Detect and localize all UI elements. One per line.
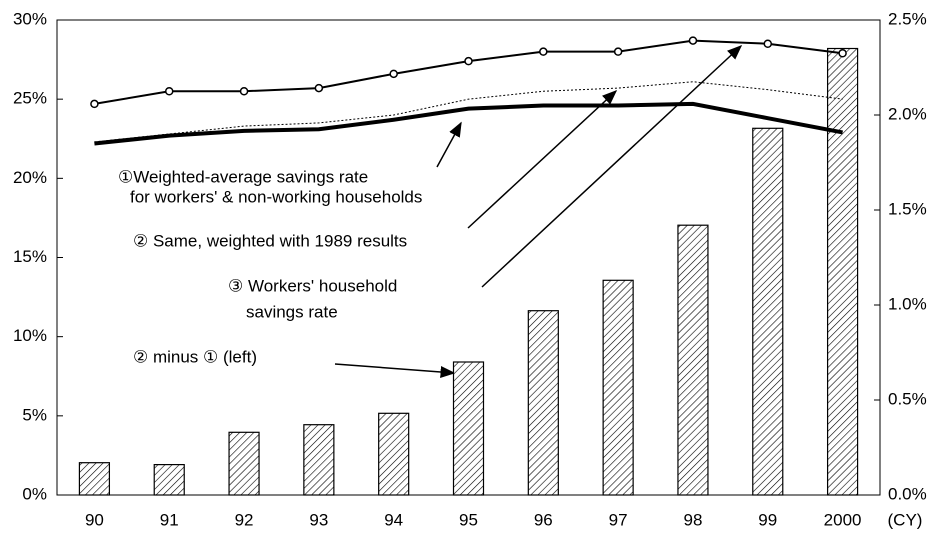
point [613, 47, 623, 56]
x-tick-label: 96 [534, 510, 553, 529]
x-tick-label: 99 [758, 510, 777, 529]
annotation: ①Weighted-average savings rate [118, 167, 368, 186]
y-tick-label: 0% [22, 484, 47, 503]
line [94, 101, 843, 146]
bar [677, 224, 709, 496]
y2-tick-label: 1.0% [888, 294, 927, 313]
y-tick-label: 30% [13, 9, 47, 28]
x-tick-label: 2000 [824, 510, 862, 529]
point [314, 83, 324, 93]
y-tick-label: 5% [22, 405, 47, 424]
arrow [436, 121, 462, 168]
x-tick-label: 90 [85, 510, 104, 529]
x-unit-label: (CY) [888, 510, 923, 529]
point [90, 99, 99, 109]
bar [826, 47, 859, 496]
annotation: ② Same, weighted with 1989 results [133, 231, 407, 250]
y-tick-label: 15% [13, 247, 47, 266]
bar [153, 464, 185, 496]
arrow [467, 89, 618, 229]
point [464, 56, 473, 66]
arrow [334, 363, 456, 378]
x-tick-label: 94 [384, 510, 403, 529]
x-tick-label: 98 [683, 510, 702, 529]
annotation: ② minus ① (left) [133, 347, 257, 366]
x-tick-label: 91 [160, 510, 179, 529]
point [539, 47, 548, 56]
point [164, 87, 174, 96]
line [94, 39, 843, 105]
arrows [334, 44, 743, 378]
y2-tick-label: 1.5% [888, 199, 927, 218]
x-tick-label: 92 [235, 510, 254, 529]
x-tick-label: 93 [309, 510, 328, 529]
y2-tick-label: 2.5% [888, 9, 927, 28]
x-tick-label: 95 [459, 510, 478, 529]
bar [303, 424, 335, 496]
line [94, 81, 843, 143]
y-tick-label: 20% [13, 168, 47, 187]
annotation: ③ Workers' household [228, 276, 397, 295]
annotation: savings rate [246, 302, 338, 321]
point [389, 69, 398, 79]
point [688, 36, 698, 45]
y-tick-label: 25% [13, 89, 47, 108]
bar [602, 279, 634, 496]
y2-tick-label: 0.5% [888, 389, 927, 408]
bar [527, 310, 559, 496]
arrow [481, 44, 743, 288]
x-tick-label: 97 [609, 510, 628, 529]
bar [228, 431, 260, 496]
point [763, 39, 773, 48]
bar [452, 361, 485, 496]
y-tick-label: 10% [13, 326, 47, 345]
bar [752, 127, 784, 496]
point [838, 49, 847, 58]
y2-tick-label: 0.0% [888, 484, 927, 503]
bar [378, 412, 410, 496]
y2-tick-label: 2.0% [888, 104, 927, 123]
bar [78, 462, 111, 496]
annotation: for workers' & non-working households [130, 187, 422, 206]
point [239, 87, 249, 96]
